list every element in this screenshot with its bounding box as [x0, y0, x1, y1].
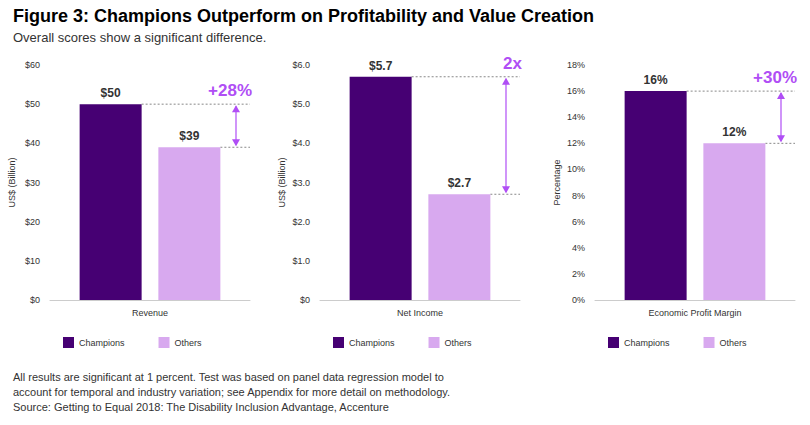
svg-text:$39: $39 — [179, 129, 199, 143]
svg-text:US$ (Billion): US$ (Billion) — [277, 157, 287, 207]
svg-text:$2.7: $2.7 — [448, 176, 472, 190]
svg-text:18%: 18% — [567, 60, 585, 70]
svg-text:$0: $0 — [300, 295, 310, 305]
svg-text:US$ (Billion): US$ (Billion) — [7, 157, 17, 207]
svg-text:$20: $20 — [25, 217, 40, 227]
svg-text:16%: 16% — [644, 73, 668, 87]
svg-text:12%: 12% — [567, 138, 585, 148]
svg-text:$60: $60 — [25, 60, 40, 70]
svg-text:16%: 16% — [567, 86, 585, 96]
svg-text:10%: 10% — [567, 164, 585, 174]
svg-text:Revenue: Revenue — [132, 308, 168, 318]
svg-text:Champions: Champions — [349, 338, 395, 348]
svg-text:$40: $40 — [25, 138, 40, 148]
svg-text:Economic Profit Margin: Economic Profit Margin — [648, 308, 741, 318]
svg-text:+28%: +28% — [208, 81, 252, 100]
svg-text:0%: 0% — [572, 295, 585, 305]
svg-text:$1.0: $1.0 — [292, 256, 310, 266]
svg-text:Others: Others — [445, 338, 473, 348]
svg-text:Source: Getting to Equal 2018:: Source: Getting to Equal 2018: The Disab… — [13, 401, 389, 413]
svg-text:$50: $50 — [25, 99, 40, 109]
svg-text:All results are significant at: All results are significant at 1 percent… — [13, 371, 444, 383]
svg-text:$3.0: $3.0 — [292, 178, 310, 188]
svg-text:Figure 3: Champions Outperform: Figure 3: Champions Outperform on Profit… — [13, 6, 594, 26]
svg-text:Others: Others — [175, 338, 203, 348]
svg-text:4%: 4% — [572, 243, 585, 253]
svg-text:$5.0: $5.0 — [292, 99, 310, 109]
svg-text:6%: 6% — [572, 217, 585, 227]
svg-text:Champions: Champions — [624, 338, 670, 348]
svg-text:$0: $0 — [30, 295, 40, 305]
svg-text:14%: 14% — [567, 112, 585, 122]
svg-text:2%: 2% — [572, 269, 585, 279]
svg-text:8%: 8% — [572, 191, 585, 201]
svg-text:$50: $50 — [101, 86, 121, 100]
svg-text:$5.7: $5.7 — [369, 59, 393, 73]
svg-text:$4.0: $4.0 — [292, 138, 310, 148]
svg-text:2x: 2x — [503, 54, 522, 73]
svg-text:account for temporal and indus: account for temporal and industry variat… — [13, 386, 450, 398]
svg-text:$2.0: $2.0 — [292, 217, 310, 227]
svg-text:$6.0: $6.0 — [292, 60, 310, 70]
svg-text:Net Income: Net Income — [397, 308, 443, 318]
svg-text:Others: Others — [720, 338, 748, 348]
svg-text:12%: 12% — [722, 125, 746, 139]
svg-text:+30%: +30% — [753, 68, 797, 87]
svg-text:$10: $10 — [25, 256, 40, 266]
svg-text:$30: $30 — [25, 178, 40, 188]
svg-text:Champions: Champions — [79, 338, 125, 348]
svg-text:Overall scores show a signific: Overall scores show a significant differ… — [13, 30, 266, 45]
svg-text:Percentage: Percentage — [552, 159, 562, 205]
